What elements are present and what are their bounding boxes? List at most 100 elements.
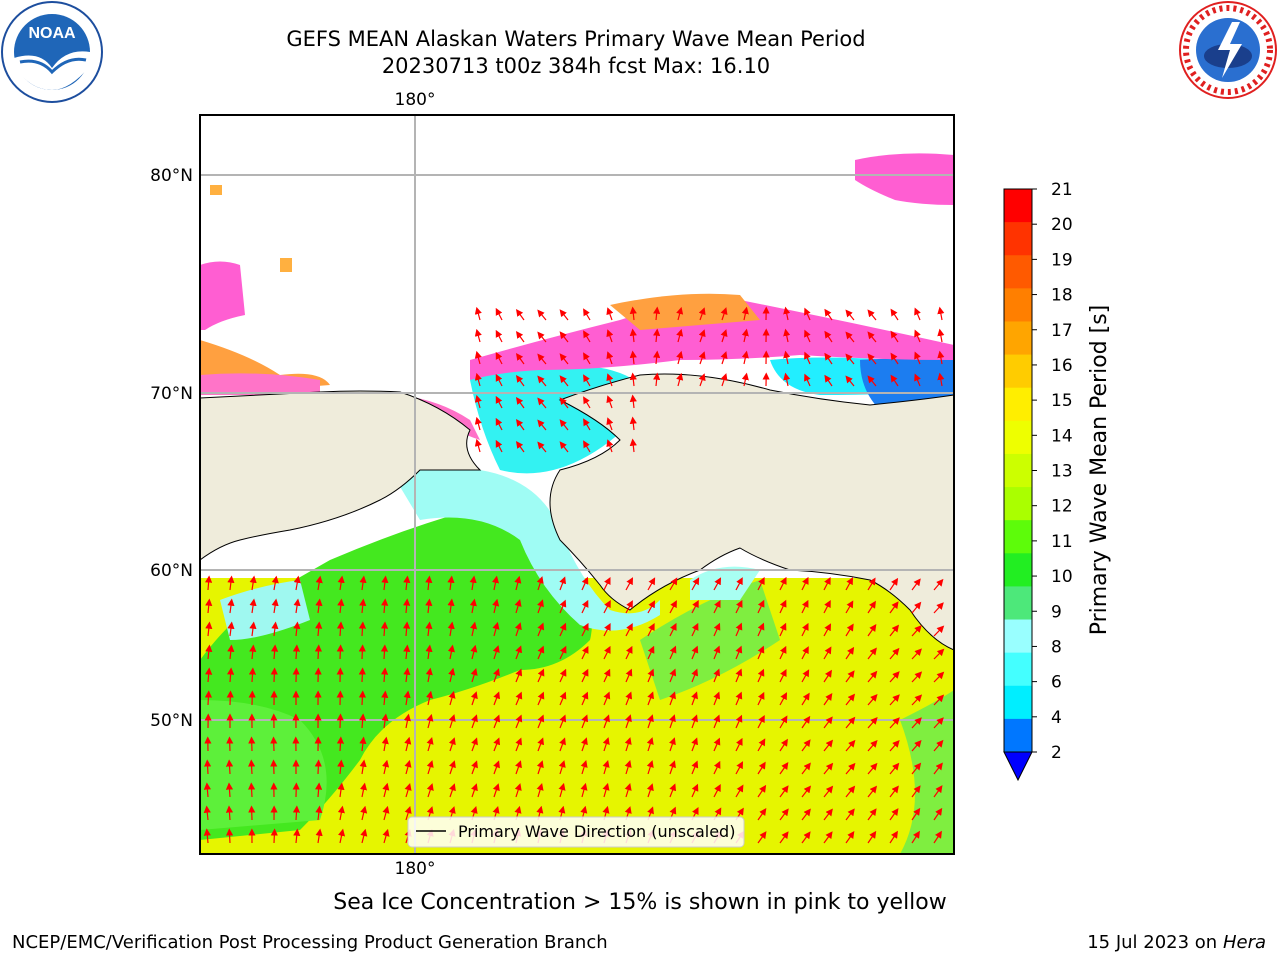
wave-arrow [889, 601, 899, 614]
wave-arrow [713, 622, 721, 637]
wave-arrow [358, 667, 366, 683]
wave-arrow [735, 599, 743, 614]
wave-arrow [757, 738, 766, 752]
wave-arrow [914, 373, 921, 387]
wave-arrow [624, 760, 632, 775]
wave-arrow [779, 668, 787, 683]
wave-arrow [933, 648, 945, 660]
wave-arrow [735, 691, 743, 706]
wave-arrow [403, 575, 411, 591]
wave-arrow [425, 644, 433, 660]
wave-arrow [698, 307, 706, 321]
wave-arrow [647, 577, 656, 591]
wave-arrow [336, 621, 345, 637]
wave-arrow [823, 600, 831, 614]
wave-arrow [448, 737, 456, 752]
wave-arrow [583, 330, 591, 343]
wave-arrow [735, 761, 744, 775]
colorbar-swatch [1004, 586, 1032, 621]
wave-arrow [493, 714, 501, 729]
wave-arrow [426, 736, 434, 752]
lon-tick-bottom: 180° [395, 859, 436, 879]
colorbar-tick-label: 13 [1051, 462, 1073, 482]
wave-arrow [495, 329, 503, 343]
wave-arrow [603, 691, 611, 706]
colorbar-label: Primary Wave Mean Period [s] [1087, 305, 1112, 636]
colorbar-tick-label: 6 [1051, 673, 1062, 693]
wave-arrow [823, 716, 833, 729]
wave-arrow [225, 782, 234, 798]
wave-arrow [911, 739, 922, 752]
wave-arrow [889, 624, 900, 637]
wave-arrow [801, 576, 809, 591]
wave-arrow [757, 576, 765, 591]
wave-arrow [801, 692, 810, 706]
wave-arrow [380, 644, 389, 660]
wave-arrow [559, 622, 567, 637]
footer-date: 15 Jul 2023 on Hera [1087, 932, 1266, 953]
wave-arrow [741, 306, 749, 321]
wave-arrow [889, 739, 900, 752]
lat-tick-60: 60°N [150, 561, 193, 581]
wave-arrow [757, 691, 765, 706]
wave-arrow [514, 575, 522, 591]
wave-arrow [471, 760, 478, 775]
wave-arrow [493, 691, 500, 706]
wave-arrow [937, 328, 945, 343]
wave-arrow [757, 784, 767, 798]
wave-arrow [381, 713, 389, 729]
wave-arrow [271, 598, 279, 614]
wave-arrow [336, 644, 344, 660]
wave-arrow [336, 736, 345, 752]
wave-arrow [735, 622, 743, 637]
wave-arrow [583, 374, 591, 387]
wave-arrow [447, 621, 455, 637]
wave-arrow [358, 621, 367, 637]
wave-arrow [425, 598, 433, 614]
wave-arrow [537, 309, 547, 321]
colorbar-swatch [1004, 222, 1032, 256]
wave-arrow [823, 646, 832, 660]
wave-arrow [801, 599, 809, 614]
wave-arrow [845, 353, 855, 365]
wave-arrow [314, 759, 322, 775]
wave-arrow [558, 760, 566, 775]
wave-arrow [602, 760, 610, 775]
wave-arrow [823, 576, 831, 591]
chart-title: GEFS MEAN Alaskan Waters Primary Wave Me… [286, 27, 866, 51]
wave-arrow [469, 575, 477, 591]
legend-label: Primary Wave Direction (unscaled) [458, 822, 735, 841]
wave-arrow [801, 831, 811, 844]
wave-arrow [757, 645, 765, 660]
wave-arrow [804, 329, 811, 343]
wave-arrow [625, 691, 633, 706]
wave-arrow [691, 691, 698, 706]
wave-arrow [514, 622, 522, 637]
wave-arrow [867, 309, 877, 321]
wave-arrow [698, 373, 706, 387]
wave-arrow [359, 759, 367, 775]
wave-arrow [741, 372, 749, 387]
wave-arrow [625, 668, 633, 683]
wave-arrow [933, 671, 945, 683]
wave-arrow [713, 784, 721, 798]
wave-arrow [603, 668, 611, 683]
wave-arrow [779, 715, 788, 729]
wave-arrow [845, 808, 855, 821]
wave-arrow [602, 737, 610, 752]
wave-arrow [889, 762, 900, 775]
wave-arrow [779, 831, 789, 844]
wave-arrow [867, 716, 878, 729]
wave-arrow [448, 667, 456, 683]
wave-arrow [757, 668, 765, 683]
wave-arrow [713, 760, 721, 775]
wave-arrow [225, 759, 234, 775]
wave-arrow [581, 668, 589, 683]
wave-arrow [493, 668, 500, 683]
wave-arrow [205, 575, 213, 591]
wave-arrow [602, 782, 610, 798]
wave-arrow [495, 439, 503, 453]
wave-arrow [606, 417, 614, 431]
wave-arrow [426, 760, 434, 775]
